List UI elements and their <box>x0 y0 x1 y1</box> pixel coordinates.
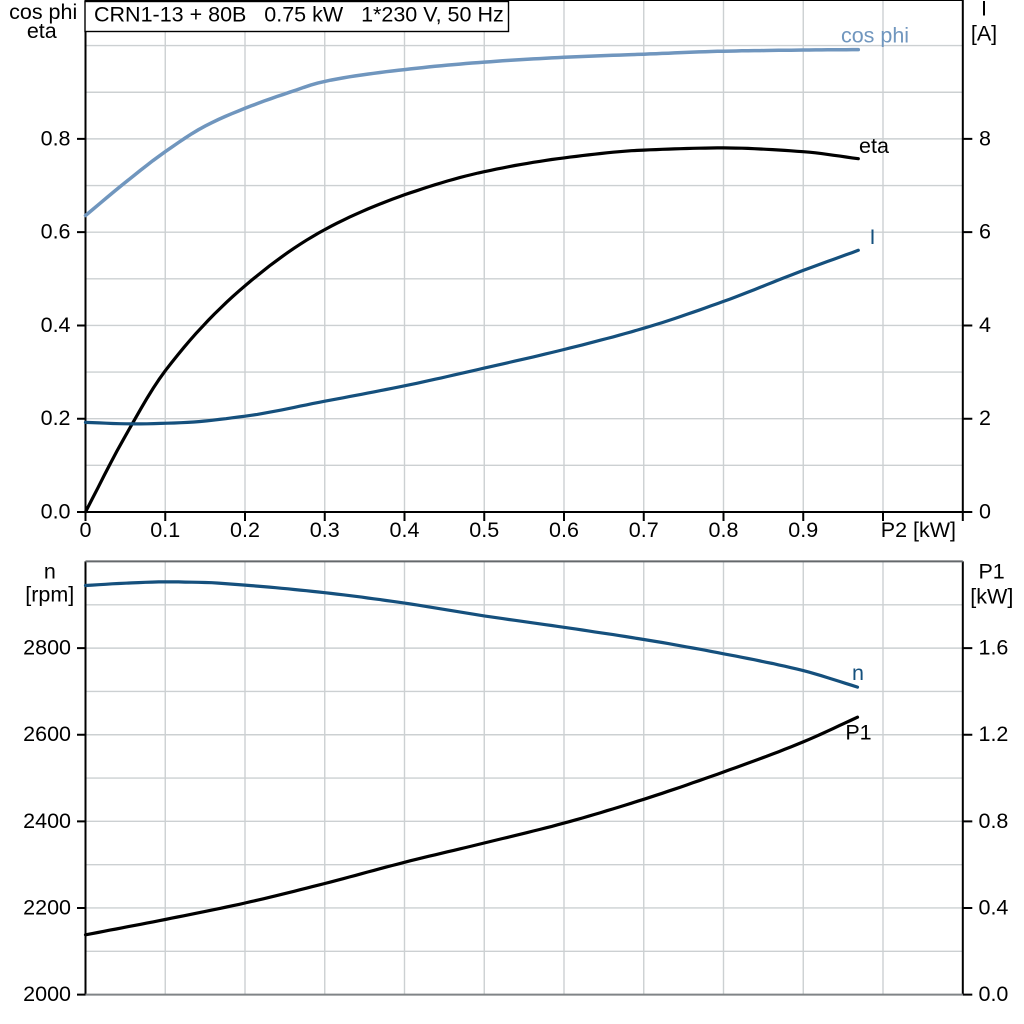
svg-text:0.2: 0.2 <box>230 518 260 542</box>
svg-text:0.9: 0.9 <box>788 518 818 542</box>
svg-text:2200: 2200 <box>23 895 71 919</box>
svg-text:0.5: 0.5 <box>469 518 499 542</box>
svg-text:4: 4 <box>979 313 991 337</box>
svg-text:0.6: 0.6 <box>41 220 71 244</box>
svg-text:2000: 2000 <box>23 982 71 1006</box>
svg-text:8: 8 <box>979 126 991 150</box>
svg-text:0.8: 0.8 <box>41 126 71 150</box>
svg-text:2800: 2800 <box>23 636 71 660</box>
svg-text:0.6: 0.6 <box>549 518 579 542</box>
svg-text:0.0: 0.0 <box>41 499 71 523</box>
svg-text:I: I <box>981 0 987 21</box>
svg-text:P2 [kW]: P2 [kW] <box>881 518 956 542</box>
svg-text:2400: 2400 <box>23 809 71 833</box>
svg-text:0.8: 0.8 <box>979 809 1009 833</box>
svg-text:[rpm]: [rpm] <box>25 583 74 607</box>
svg-text:n: n <box>44 560 56 584</box>
svg-text:1.2: 1.2 <box>979 722 1009 746</box>
svg-text:2600: 2600 <box>23 722 71 746</box>
svg-text:cos phi: cos phi <box>841 23 909 47</box>
svg-text:0.4: 0.4 <box>390 518 420 542</box>
svg-text:[A]: [A] <box>971 22 997 46</box>
svg-text:2: 2 <box>979 406 991 430</box>
svg-text:eta: eta <box>859 134 889 158</box>
svg-text:0.3: 0.3 <box>310 518 340 542</box>
svg-text:0.2: 0.2 <box>41 406 71 430</box>
svg-text:P1: P1 <box>845 721 871 745</box>
svg-text:n: n <box>852 661 864 685</box>
svg-text:0.0: 0.0 <box>979 982 1009 1006</box>
svg-text:0.4: 0.4 <box>41 313 71 337</box>
svg-text:P1: P1 <box>978 560 1004 584</box>
svg-text:0: 0 <box>979 499 991 523</box>
svg-text:0.4: 0.4 <box>979 895 1009 919</box>
svg-text:cos phi: cos phi <box>9 0 77 24</box>
svg-text:0.7: 0.7 <box>629 518 659 542</box>
svg-text:1.6: 1.6 <box>979 636 1009 660</box>
svg-text:0: 0 <box>80 518 92 542</box>
svg-text:0.8: 0.8 <box>709 518 739 542</box>
svg-text:6: 6 <box>979 220 991 244</box>
svg-text:[kW]: [kW] <box>970 585 1013 609</box>
svg-text:eta: eta <box>27 19 57 43</box>
svg-text:CRN1-13 + 80B 0.75 kW 1*23: CRN1-13 + 80B 0.75 kW 1*230 V, 50 Hz <box>94 3 504 27</box>
svg-text:I: I <box>870 225 876 249</box>
svg-text:0.1: 0.1 <box>150 518 180 542</box>
